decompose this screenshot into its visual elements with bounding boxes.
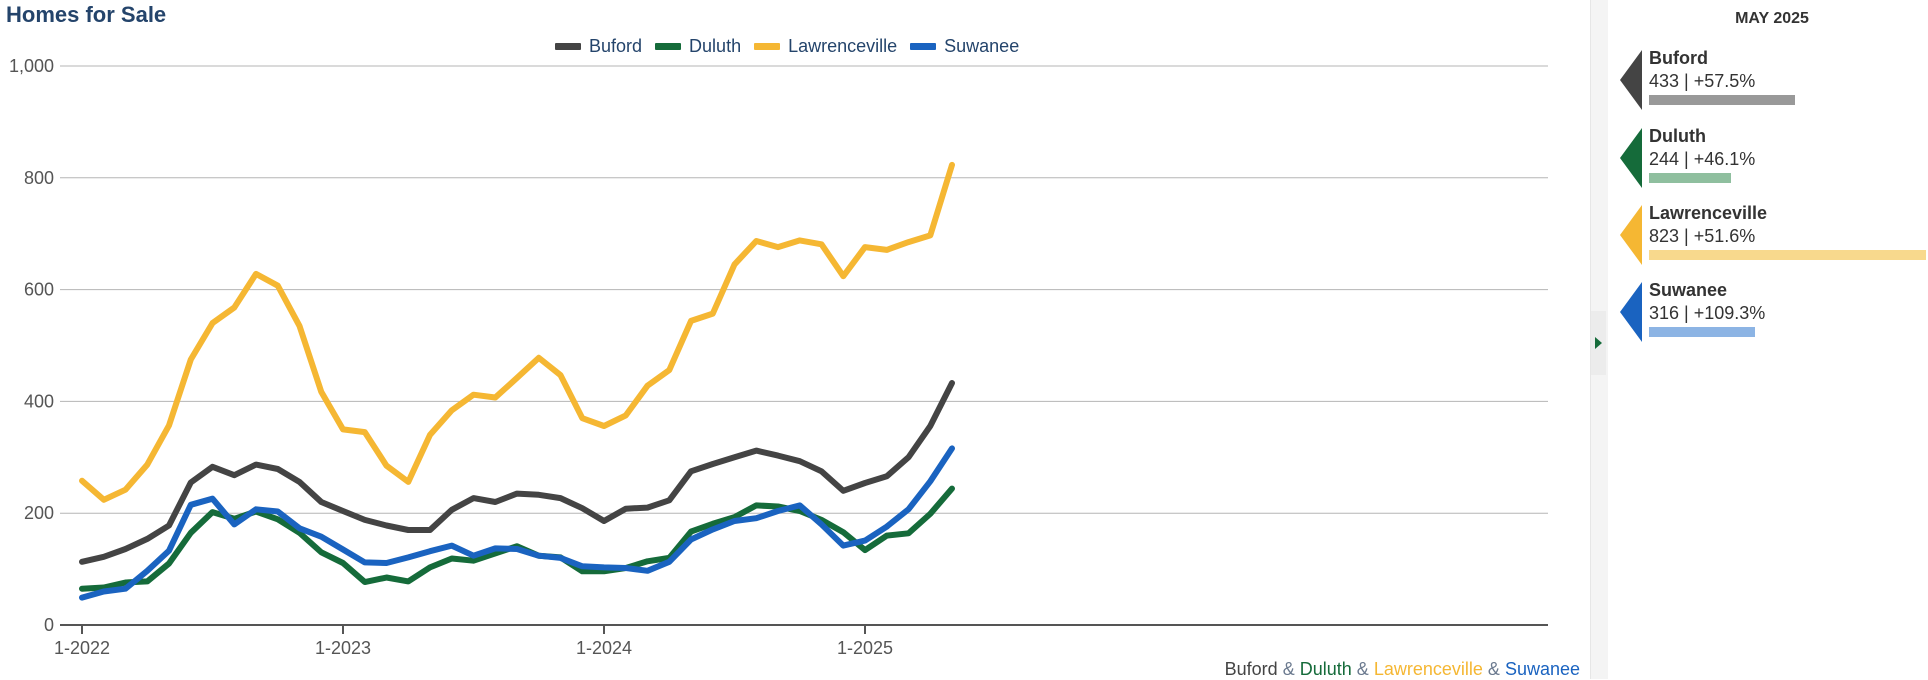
card-bar xyxy=(1649,327,1755,337)
y-tick-label: 600 xyxy=(24,280,54,300)
footer-sep: & xyxy=(1487,659,1500,679)
line-chart: 0 200 400 600 800 1,000 1-2022 1-2023 1-2024 1-20… xyxy=(9,56,1548,658)
series-line-lawrenceville xyxy=(79,161,955,503)
legend-swatch-buford xyxy=(555,43,581,50)
footer-duluth: Duluth xyxy=(1299,659,1352,679)
legend-item-suwanee[interactable]: Suwanee xyxy=(910,36,1019,57)
summary-card-duluth[interactable]: Duluth 244 | +46.1% xyxy=(1616,126,1928,198)
chart-title: Homes for Sale xyxy=(6,2,167,27)
card-stat: 316 | +109.3% xyxy=(1649,303,1766,323)
x-tick-label: 1-2025 xyxy=(837,638,893,658)
footer-sep: & xyxy=(1282,659,1295,679)
panel-toggle-button[interactable] xyxy=(1591,311,1606,375)
summary-card-buford[interactable]: Buford 433 | +57.5% xyxy=(1616,48,1928,120)
arrow-left-icon xyxy=(1620,50,1642,110)
arrow-left-icon xyxy=(1620,205,1642,265)
legend-label-duluth: Duluth xyxy=(689,36,742,56)
footer-lawrenceville: Lawrenceville xyxy=(1373,659,1483,679)
card-stat: 823 | +51.6% xyxy=(1649,226,1756,246)
footer-sep: & xyxy=(1356,659,1369,679)
summary-panel: MAY 2025 Buford 433 | +57.5% Duluth 244 … xyxy=(1616,0,1928,679)
arrow-left-icon xyxy=(1620,282,1642,342)
legend-item-lawrenceville[interactable]: Lawrenceville xyxy=(754,36,897,57)
chevron-right-icon xyxy=(1595,337,1602,349)
card-name: Buford xyxy=(1649,48,1708,68)
chart-legend: Buford Duluth Lawrenceville Suwanee xyxy=(555,36,1019,57)
legend-swatch-lawrenceville xyxy=(754,43,781,50)
y-tick-label: 800 xyxy=(24,168,54,188)
panel-date: MAY 2025 xyxy=(1735,10,1809,27)
y-tick-label: 200 xyxy=(24,503,54,523)
footer-buford: Buford xyxy=(1224,659,1278,679)
legend-label-lawrenceville: Lawrenceville xyxy=(788,36,898,56)
legend-item-buford[interactable]: Buford xyxy=(555,36,642,57)
y-tick-label: 1,000 xyxy=(9,56,54,76)
summary-card-lawrenceville[interactable]: Lawrenceville 823 | +51.6% xyxy=(1616,203,1928,275)
x-tick-label: 1-2022 xyxy=(54,638,110,658)
card-bar xyxy=(1649,95,1795,105)
legend-label-suwanee: Suwanee xyxy=(944,36,1020,56)
series-line-duluth xyxy=(79,485,955,592)
card-stat: 433 | +57.5% xyxy=(1649,71,1756,91)
summary-card-suwanee[interactable]: Suwanee 316 | +109.3% xyxy=(1616,280,1928,352)
x-tick-label: 1-2024 xyxy=(576,638,632,658)
footer-suwanee: Suwanee xyxy=(1504,659,1580,679)
legend-swatch-suwanee xyxy=(910,43,937,50)
legend-label-buford: Buford xyxy=(589,36,643,56)
y-tick-label: 400 xyxy=(24,391,54,411)
legend-item-duluth[interactable]: Duluth xyxy=(655,36,741,57)
card-stat: 244 | +46.1% xyxy=(1649,149,1756,169)
card-name: Duluth xyxy=(1649,126,1706,146)
legend-swatch-duluth xyxy=(655,43,682,50)
series-line-buford xyxy=(79,380,955,565)
series-line-suwanee xyxy=(79,445,955,601)
card-bar xyxy=(1649,250,1926,260)
x-tick-label: 1-2023 xyxy=(315,638,371,658)
arrow-left-icon xyxy=(1620,128,1642,188)
series-footer: Buford & Duluth & Lawrenceville & Suwane… xyxy=(1225,659,1580,680)
card-name: Lawrenceville xyxy=(1649,203,1768,223)
card-name: Suwanee xyxy=(1649,280,1728,300)
card-bar xyxy=(1649,173,1731,183)
y-tick-label: 0 xyxy=(44,615,54,635)
